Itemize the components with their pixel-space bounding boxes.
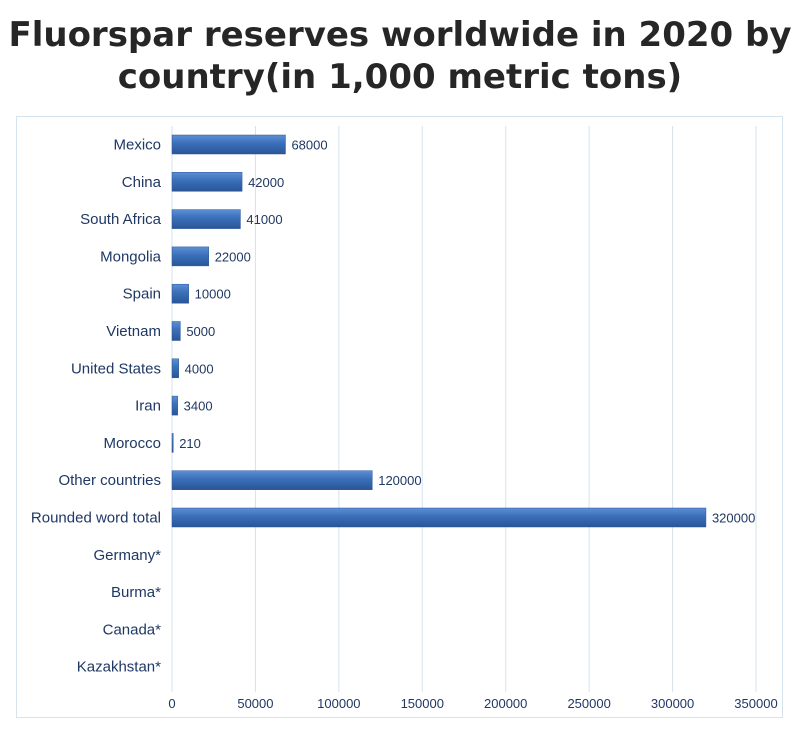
category-label: Rounded word total [31,510,161,527]
x-tick-label: 50000 [237,696,273,711]
data-label: 68000 [291,138,327,153]
data-label: 4000 [185,361,214,376]
x-tick-label: 100000 [317,696,360,711]
bar [171,246,209,267]
category-label: Mexico [113,137,161,154]
x-tick-label: 150000 [401,696,444,711]
category-label: Morocco [103,435,161,452]
data-labels: 68000 42000 41000 22000 10000 5000 4000 3400 210… [179,138,755,526]
x-tick-label: 0 [168,696,175,711]
category-label: Vietnam [106,323,161,340]
bar [171,172,243,192]
data-label: 120000 [378,473,421,488]
data-label: 5000 [186,324,215,339]
bars [171,134,707,528]
data-label: 22000 [215,249,251,264]
x-tick-label: 250000 [567,696,610,711]
category-label: Canada* [103,621,162,638]
chart-frame [16,116,783,718]
chart-title-line-2: country(in 1,000 metric tons) [117,57,683,97]
category-label: South Africa [80,211,162,228]
bar [171,209,241,229]
chart-title: Fluorspar reserves worldwide in 2020 by … [0,14,800,98]
category-label: United States [71,360,161,377]
bar [171,321,181,341]
bar [171,134,286,155]
category-label: Mongolia [100,248,162,265]
category-label: Burma* [111,584,161,601]
bar [171,395,178,416]
bar [171,470,373,490]
category-label: Other countries [58,472,161,489]
data-label: 320000 [712,511,755,526]
data-label: 10000 [195,287,231,302]
category-label: China [122,174,162,191]
data-label: 41000 [246,212,282,227]
x-tick-label: 350000 [734,696,777,711]
chart-title-line-1: Fluorspar reserves worldwide in 2020 by [8,15,792,55]
bar [171,283,189,304]
category-labels: Mexico China South Africa Mongolia Spain Viet… [31,137,162,676]
bar [171,358,179,379]
category-label: Germany* [93,547,161,564]
bar [171,433,174,453]
category-label: Kazakhstan* [77,659,161,676]
category-label: Spain [123,286,161,303]
x-axis-tick-labels: 0 50000 100000 150000 200000 250000 300000 3500… [168,696,777,711]
x-tick-label: 300000 [651,696,694,711]
x-tick-label: 200000 [484,696,527,711]
data-label: 3400 [184,399,213,414]
data-label: 42000 [248,175,284,190]
grid-lines [171,126,757,692]
category-label: Iran [135,398,161,415]
bar [171,507,707,528]
data-label: 210 [179,436,201,451]
